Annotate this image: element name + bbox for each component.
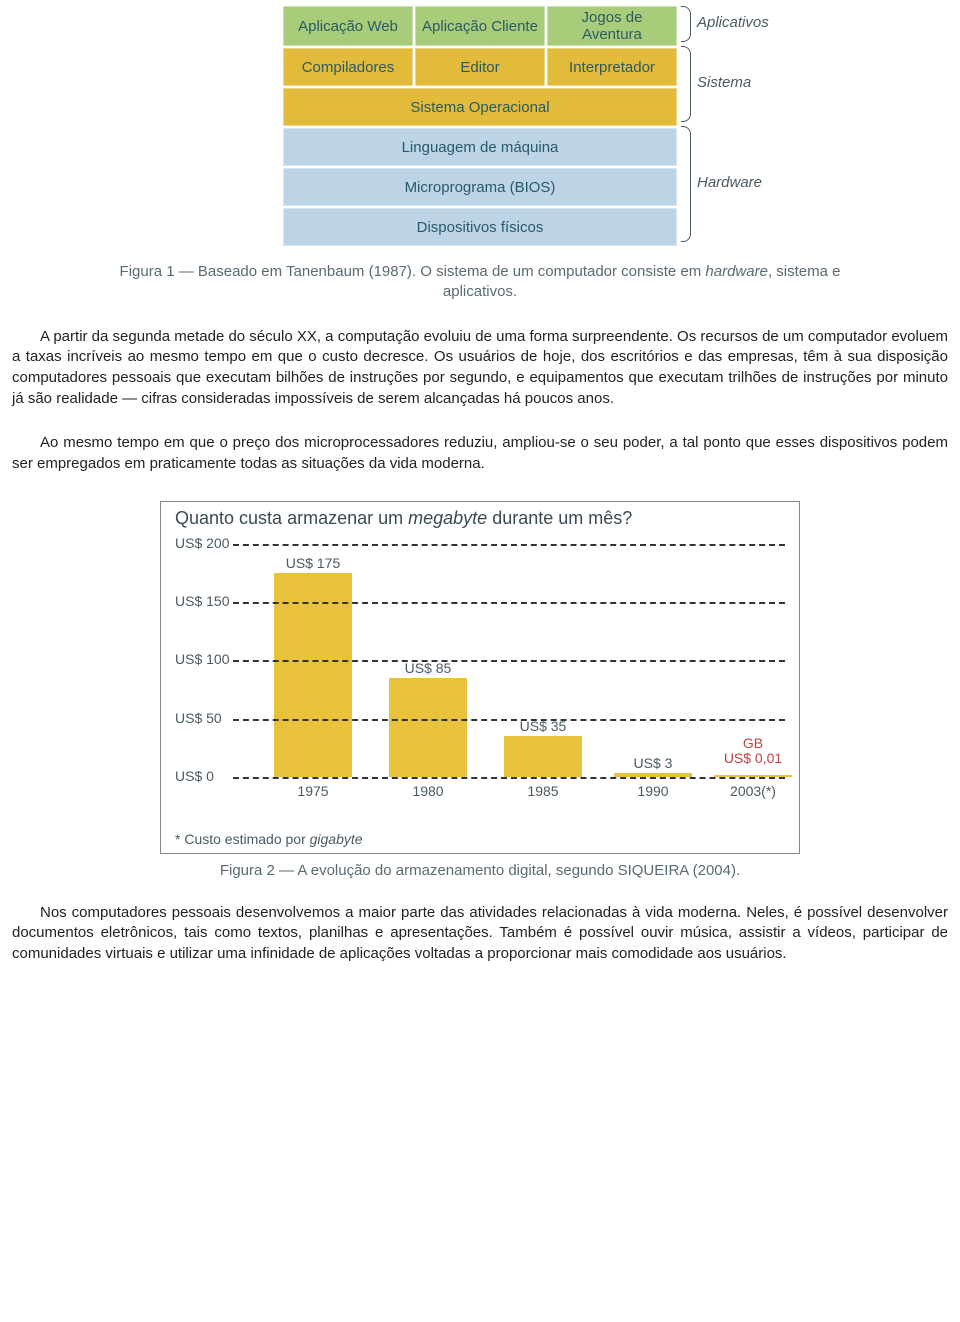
gb-note: GBUS$ 0,01 <box>724 736 782 767</box>
figure-1-inner: Aplicação Web Aplicação Cliente Jogos de… <box>281 4 679 248</box>
chart-area: US$ 1751975US$ 851980US$ 351985US$ 31990… <box>175 533 785 803</box>
layer-row-sys-top: Compiladores Editor Interpretador <box>283 48 677 86</box>
figure-2-footnote-italic: gigabyte <box>310 831 363 847</box>
page: Aplicação Web Aplicação Cliente Jogos de… <box>0 0 960 995</box>
gridline <box>233 719 785 721</box>
figure-2-inner: Quanto custa armazenar um megabyte duran… <box>160 501 800 879</box>
cell-sistema-operacional: Sistema Operacional <box>283 88 677 126</box>
figure-1: Aplicação Web Aplicação Cliente Jogos de… <box>0 0 960 248</box>
paragraph-2: Ao mesmo tempo em que o preço dos microp… <box>12 433 948 474</box>
bar-value-label: US$ 175 <box>286 555 340 571</box>
y-tick-label: US$ 0 <box>175 768 214 784</box>
cell-linguagem-maquina: Linguagem de máquina <box>283 128 677 166</box>
brace-icon <box>681 126 691 242</box>
paragraph-1: A partir da segunda metade do século XX,… <box>12 327 948 410</box>
cell-microprograma: Microprograma (BIOS) <box>283 168 677 206</box>
figure-1-caption: Figura 1 — Baseado em Tanenbaum (1987). … <box>100 262 860 303</box>
figure-2-box: Quanto custa armazenar um megabyte duran… <box>160 501 800 854</box>
bar <box>389 678 467 777</box>
figure-2-footnote-prefix: * Custo estimado por <box>175 831 310 847</box>
bar <box>504 736 582 777</box>
gridline <box>233 544 785 546</box>
bars-layer: US$ 1751975US$ 851980US$ 351985US$ 31990… <box>233 533 785 777</box>
brace-icon <box>681 46 691 122</box>
x-tick-label: 1980 <box>412 783 443 799</box>
layer-row-hw-3: Dispositivos físicos <box>283 208 677 246</box>
gb-note-line1: GB <box>743 735 763 751</box>
cell-app-cliente: Aplicação Cliente <box>415 6 545 46</box>
figure-2-title-suffix: durante um mês? <box>487 508 632 528</box>
gridline <box>233 660 785 662</box>
figure-1-caption-prefix: Figura 1 — Baseado em Tanenbaum (1987). … <box>120 263 706 280</box>
layer-row-hw-2: Microprograma (BIOS) <box>283 168 677 206</box>
figure-2-title-prefix: Quanto custa armazenar um <box>175 508 408 528</box>
cell-app-web: Aplicação Web <box>283 6 413 46</box>
gridline <box>233 777 785 779</box>
figure-2: Quanto custa armazenar um megabyte duran… <box>0 501 960 879</box>
cell-editor: Editor <box>415 48 545 86</box>
gridline <box>233 602 785 604</box>
brace-label: Hardware <box>697 174 762 191</box>
y-tick-label: US$ 150 <box>175 593 229 609</box>
brace-label: Sistema <box>697 74 751 91</box>
layer-row-app: Aplicação Web Aplicação Cliente Jogos de… <box>283 6 677 46</box>
layer-row-hw-1: Linguagem de máquina <box>283 128 677 166</box>
layer-table: Aplicação Web Aplicação Cliente Jogos de… <box>281 4 679 248</box>
x-tick-label: 1990 <box>637 783 668 799</box>
x-tick-label: 2003(*) <box>730 783 776 799</box>
x-tick-label: 1975 <box>297 783 328 799</box>
y-tick-label: US$ 50 <box>175 710 222 726</box>
layer-row-sys-full: Sistema Operacional <box>283 88 677 126</box>
y-tick-label: US$ 100 <box>175 651 229 667</box>
paragraph-3: Nos computadores pessoais desenvolvemos … <box>12 903 948 965</box>
bar-value-label: US$ 3 <box>634 755 673 771</box>
gb-note-line2: US$ 0,01 <box>724 750 782 766</box>
cell-dispositivos-fisicos: Dispositivos físicos <box>283 208 677 246</box>
brace-icon <box>681 6 691 42</box>
brace-label: Aplicativos <box>697 14 769 31</box>
cell-compiladores: Compiladores <box>283 48 413 86</box>
figure-2-caption: Figura 2 — A evolução do armazenamento d… <box>160 862 800 879</box>
figure-2-title-italic: megabyte <box>408 508 487 528</box>
y-tick-label: US$ 200 <box>175 535 229 551</box>
figure-2-footnote: * Custo estimado por gigabyte <box>175 831 785 847</box>
x-tick-label: 1985 <box>527 783 558 799</box>
cell-interpretador: Interpretador <box>547 48 677 86</box>
figure-1-caption-italic: hardware <box>705 263 768 280</box>
cell-app-jogos: Jogos de Aventura <box>547 6 677 46</box>
figure-2-title: Quanto custa armazenar um megabyte duran… <box>175 508 785 529</box>
